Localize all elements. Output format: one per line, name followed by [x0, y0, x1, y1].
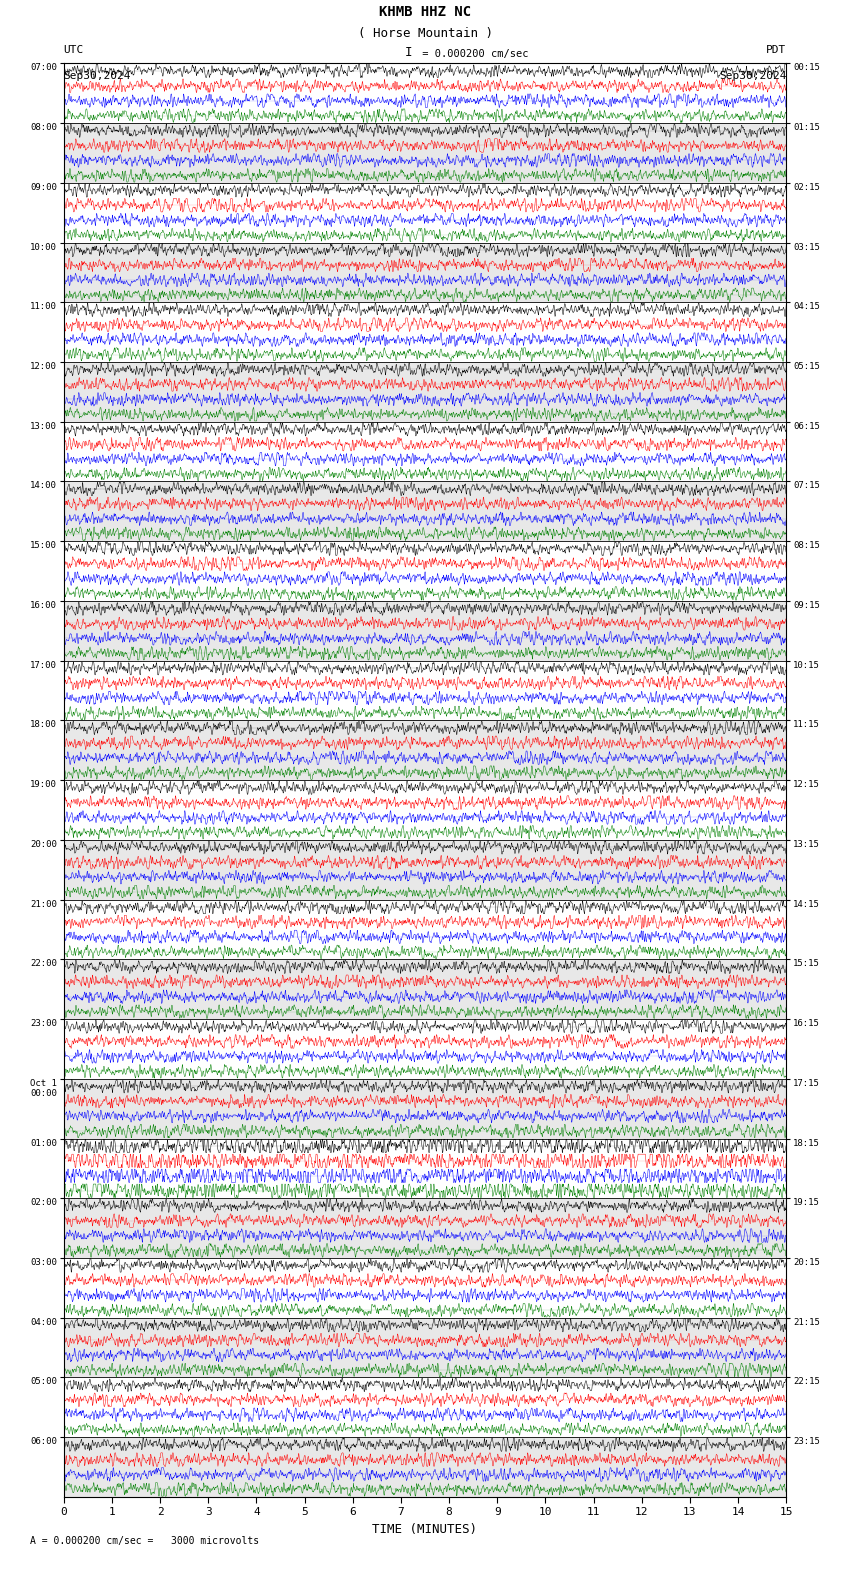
Bar	[64, 721, 786, 779]
Text: UTC: UTC	[64, 46, 84, 55]
Bar	[64, 661, 786, 721]
Bar	[64, 779, 786, 840]
X-axis label: TIME (MINUTES): TIME (MINUTES)	[372, 1522, 478, 1536]
Bar	[64, 1139, 786, 1198]
Bar	[64, 124, 786, 182]
Bar	[64, 900, 786, 960]
Bar	[64, 182, 786, 242]
Bar	[64, 63, 786, 124]
Text: I: I	[405, 46, 411, 59]
Bar	[64, 421, 786, 482]
Bar	[64, 1318, 786, 1378]
Bar	[64, 242, 786, 303]
Bar	[64, 1079, 786, 1139]
Text: Sep30,2024: Sep30,2024	[719, 71, 786, 81]
Text: PDT: PDT	[766, 46, 786, 55]
Bar	[64, 600, 786, 661]
Bar	[64, 1019, 786, 1079]
Bar	[64, 482, 786, 542]
Bar	[64, 363, 786, 421]
Text: ( Horse Mountain ): ( Horse Mountain )	[358, 27, 492, 40]
Text: A = 0.000200 cm/sec =   3000 microvolts: A = 0.000200 cm/sec = 3000 microvolts	[30, 1536, 259, 1546]
Bar	[64, 1437, 786, 1497]
Bar	[64, 960, 786, 1019]
Text: Sep30,2024: Sep30,2024	[64, 71, 131, 81]
Bar	[64, 542, 786, 600]
Bar	[64, 1198, 786, 1258]
Text: = 0.000200 cm/sec: = 0.000200 cm/sec	[416, 49, 529, 59]
Bar	[64, 303, 786, 363]
Bar	[64, 840, 786, 900]
Bar	[64, 1258, 786, 1318]
Bar	[64, 1378, 786, 1437]
Text: KHMB HHZ NC: KHMB HHZ NC	[379, 5, 471, 19]
